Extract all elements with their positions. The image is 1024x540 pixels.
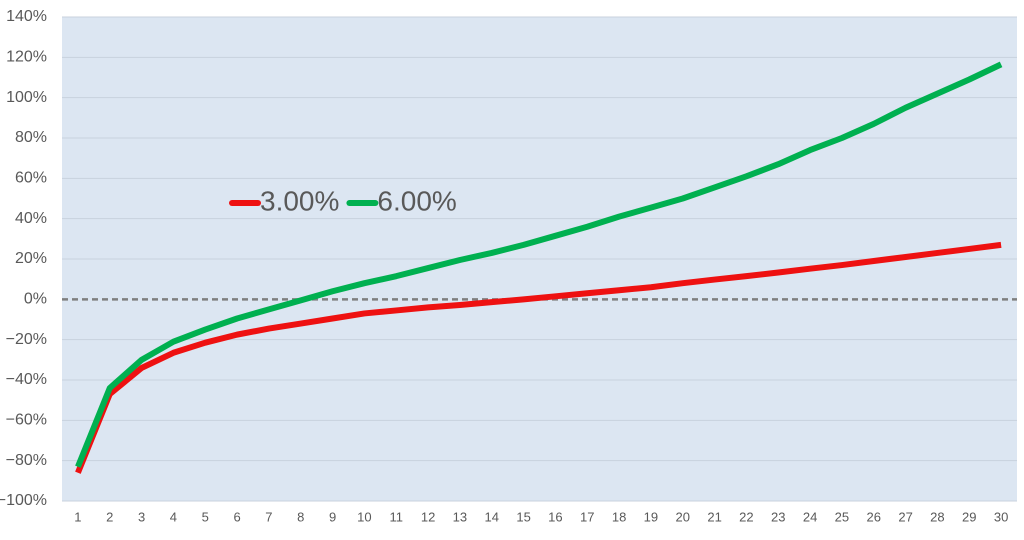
x-tick-label: 10	[357, 509, 371, 524]
x-tick-label: 20	[676, 509, 690, 524]
y-tick-label: 20%	[15, 250, 47, 267]
x-tick-label: 30	[994, 509, 1008, 524]
x-tick-label: 13	[453, 509, 467, 524]
x-tick-label: 22	[739, 509, 753, 524]
y-tick-label: −60%	[6, 412, 47, 429]
x-tick-label: 6	[233, 509, 240, 524]
y-tick-label: −80%	[6, 452, 47, 469]
x-tick-label: 11	[390, 509, 404, 524]
y-tick-label: −40%	[6, 371, 47, 388]
series-line	[75, 61, 1003, 468]
y-tick-label: −20%	[6, 331, 47, 348]
x-tick-label: 28	[930, 509, 944, 524]
x-tick-label: 27	[898, 509, 912, 524]
x-tick-label: 14	[485, 509, 499, 524]
x-tick-label: 15	[516, 509, 530, 524]
x-tick-label: 16	[548, 509, 562, 524]
x-tick-label: 29	[962, 509, 976, 524]
y-tick-label: 80%	[15, 129, 47, 146]
x-tick-label: 2	[106, 509, 113, 524]
x-tick-label: 9	[329, 509, 336, 524]
y-tick-label: 100%	[6, 89, 47, 106]
x-tick-label: 18	[612, 509, 626, 524]
x-tick-label: 7	[265, 509, 272, 524]
legend-label: 3.00%	[260, 185, 339, 216]
x-tick-label: 23	[771, 509, 785, 524]
x-tick-label: 1	[74, 509, 81, 524]
y-tick-label: 140%	[6, 8, 47, 25]
x-tick-label: 21	[707, 509, 721, 524]
x-tick-label: 26	[867, 509, 881, 524]
y-tick-label: 40%	[15, 210, 47, 227]
y-tick-label: −100%	[0, 492, 47, 509]
x-tick-label: 19	[644, 509, 658, 524]
y-tick-label: 120%	[6, 49, 47, 66]
x-tick-label: 8	[297, 509, 304, 524]
y-tick-label: 60%	[15, 170, 47, 187]
legend-label: 6.00%	[377, 185, 456, 216]
x-tick-label: 5	[202, 509, 209, 524]
x-tick-label: 4	[170, 509, 177, 524]
x-tick-label: 12	[421, 509, 435, 524]
x-tick-label: 24	[803, 509, 817, 524]
x-tick-label: 17	[580, 509, 594, 524]
x-tick-label: 3	[138, 509, 145, 524]
x-tick-label: 25	[835, 509, 849, 524]
series-line	[75, 241, 1002, 474]
y-tick-label: 0%	[24, 291, 47, 308]
